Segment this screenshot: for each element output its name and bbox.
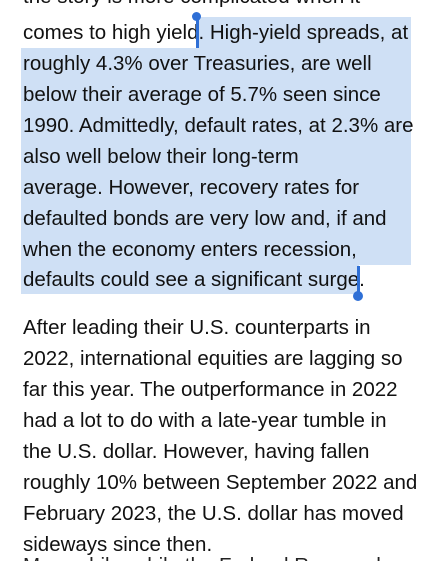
partial-top-line-container: the story is more complicated when it xyxy=(0,0,435,9)
paragraph-line: sideways since then. xyxy=(23,533,213,556)
paragraph-line: roughly 4.3% over Treasuries, are well xyxy=(23,52,372,75)
paragraph-line: 1990. Admittedly, default rates, at 2.3%… xyxy=(23,114,414,137)
paragraph-line: 2022, international equities are lagging… xyxy=(23,347,403,370)
paragraph-line: roughly 10% between September 2022 and xyxy=(23,471,418,494)
selection-highlight-last-line xyxy=(21,265,359,294)
paragraph-line: the U.S. dollar. However, having fallen xyxy=(23,440,370,463)
selection-highlight-first-line xyxy=(197,17,411,48)
selection-highlight-block xyxy=(21,48,411,265)
paragraph-line: defaulted bonds are very low and, if and xyxy=(23,207,387,230)
partial-bottom-line-container: Meanwhile, while the Federal Reserve has xyxy=(0,550,435,561)
selected-text-start: . High-yield spreads, at xyxy=(198,21,409,44)
paragraph-line: when the economy enters recession, xyxy=(23,238,357,261)
paragraph-line: had a lot to do with a late-year tumble … xyxy=(23,409,387,432)
start-handle-knob-icon[interactable] xyxy=(192,12,201,21)
start-handle-bar[interactable] xyxy=(196,18,199,48)
unselected-text: comes to high yield xyxy=(23,21,199,44)
paragraph-line: below their average of 5.7% seen since xyxy=(23,83,381,106)
paragraph-line: far this year. The outperformance in 202… xyxy=(23,378,398,401)
paragraph-line: average. However, recovery rates for xyxy=(23,176,360,199)
paragraph-line: February 2023, the U.S. dollar has moved xyxy=(23,502,404,525)
end-handle-knob-icon[interactable] xyxy=(353,291,363,301)
partial-top-line: the story is more complicated when it xyxy=(23,0,360,9)
paragraph-line: comes to high yield. High-yield spreads,… xyxy=(23,17,408,48)
paragraph-line: also well below their long-term xyxy=(23,145,299,168)
partial-bottom-line: Meanwhile, while the Federal Reserve has xyxy=(23,550,409,561)
end-handle-bar[interactable] xyxy=(357,266,360,294)
paragraph-line: After leading their U.S. counterparts in xyxy=(23,316,371,339)
paragraph-line: defaults could see a significant surge. xyxy=(23,268,365,291)
